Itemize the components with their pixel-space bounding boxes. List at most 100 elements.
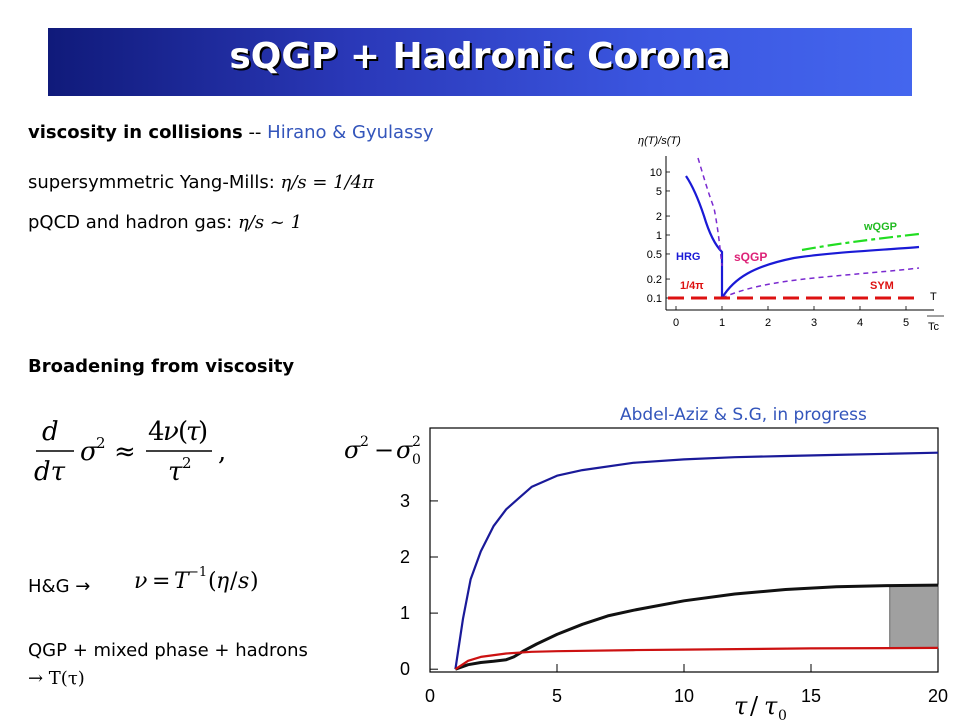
chart-credit: Abdel-Aziz & S.G, in progress <box>620 405 867 425</box>
viscosity-heading: viscosity in collisions <box>28 122 243 143</box>
svg-text:/: / <box>750 692 759 720</box>
svg-text:τ: τ <box>764 692 778 720</box>
chart-series-group <box>454 451 939 671</box>
qgp-label: QGP + mixed phase + hadrons <box>28 640 308 661</box>
svg-text:τ: τ <box>168 457 183 486</box>
inset-quarter-pi-label: 1/4π <box>680 280 704 292</box>
sym-formula: η/s = 1/4π <box>280 172 374 193</box>
pqcd-formula: η/s ~ 1 <box>237 212 303 233</box>
svg-text:): ) <box>198 417 208 447</box>
nu-equation: ν = T −1 (η / s) <box>134 565 259 594</box>
inset-x-tick-label: 5 <box>903 317 909 329</box>
svg-text:≈: ≈ <box>114 437 136 467</box>
inset-x-tick-label: 3 <box>811 317 817 329</box>
x-tick-label: 10 <box>674 686 694 706</box>
svg-text:τ: τ <box>186 417 201 447</box>
inset-y-ticks: 10 5 2 1 0.5 0.2 0.1 <box>647 167 670 305</box>
y-tick-label: 1 <box>400 603 410 623</box>
inset-sqgp-label: sQGP <box>734 250 767 264</box>
svg-text:=: = <box>152 569 170 594</box>
svg-text:s: s <box>238 569 249 594</box>
title-banner: sQGP + Hadronic Corona <box>48 28 912 96</box>
inset-hrg-curve <box>685 175 724 298</box>
slide-title: sQGP + Hadronic Corona <box>229 36 731 77</box>
qgp-arrow: → T(τ) <box>28 668 85 689</box>
viscosity-heading-line: viscosity in collisions -- Hirano & Gyul… <box>28 122 433 143</box>
inset-y-tick-label: 1 <box>656 230 662 242</box>
svg-text:ν: ν <box>163 417 179 447</box>
inset-x-tick-label: 4 <box>857 317 863 329</box>
inset-lower-dashed <box>721 267 920 299</box>
inset-y-tick-label: 10 <box>650 167 662 179</box>
inset-eta-s-figure: η(T)/s(T) 10 5 2 1 0.5 0.2 0.1 0 1 2 3 4 5 T Tc HRG… <box>638 135 944 333</box>
svg-text:,: , <box>218 437 226 467</box>
inset-xlabel-T: T <box>930 291 937 303</box>
inset-wqgp-curve <box>801 232 920 252</box>
svg-text:0: 0 <box>412 452 421 468</box>
inset-x-tick-label: 2 <box>765 317 771 329</box>
authors-link: Hirano & Gyulassy <box>267 122 434 143</box>
inset-sqgp-curve <box>721 245 920 299</box>
svg-text:2: 2 <box>412 434 421 450</box>
y-tick-label: 2 <box>400 547 410 567</box>
pqcd-line: pQCD and hadron gas: η/s ~ 1 <box>28 212 302 233</box>
chart-plot-frame <box>429 427 939 673</box>
svg-text:d: d <box>42 417 59 447</box>
uncertainty-band <box>889 584 939 649</box>
chart-ylabel: σ 2 − σ 2 0 <box>344 434 421 468</box>
svg-text:2: 2 <box>182 454 192 472</box>
inset-y-tick-label: 5 <box>656 186 662 198</box>
x-tick-label: 0 <box>425 686 435 706</box>
svg-text:0: 0 <box>778 708 787 720</box>
chart-y-ticks: 0 1 2 3 <box>400 491 438 679</box>
inset-hrg-dashed <box>697 157 723 267</box>
x-tick-label: 15 <box>801 686 821 706</box>
sym-line: supersymmetric Yang-Mills: η/s = 1/4π <box>28 172 374 193</box>
svg-text:τ: τ <box>734 692 748 720</box>
svg-text:): ) <box>250 569 259 594</box>
svg-text:ν: ν <box>134 569 147 594</box>
svg-text:σ: σ <box>80 437 99 467</box>
inset-y-tick-label: 0.1 <box>647 293 662 305</box>
svg-text:σ: σ <box>344 436 361 464</box>
svg-text:(: ( <box>208 569 217 594</box>
svg-text:/: / <box>230 569 238 594</box>
y-tick-label: 0 <box>400 659 410 679</box>
svg-text:−: − <box>374 436 394 464</box>
inset-sym-label: SYM <box>870 280 894 292</box>
svg-text:dτ: dτ <box>34 457 66 486</box>
series-line-0 <box>454 451 939 670</box>
svg-text:(: ( <box>178 417 188 447</box>
inset-xlabel-Tc: Tc <box>928 321 940 333</box>
hg-label: H&G → <box>28 576 91 597</box>
svg-text:2: 2 <box>360 434 369 450</box>
inset-x-tick-label: 0 <box>673 317 679 329</box>
heading-separator: -- <box>242 122 268 143</box>
temperature-func: → T(τ) <box>28 668 85 689</box>
svg-text:σ: σ <box>396 436 413 464</box>
svg-text:4: 4 <box>148 417 165 447</box>
inset-y-tick-label: 2 <box>656 211 662 223</box>
y-tick-label: 3 <box>400 491 410 511</box>
svg-text:2: 2 <box>96 434 106 452</box>
svg-text:T: T <box>174 569 191 594</box>
svg-text:−1: −1 <box>188 565 207 580</box>
x-tick-label: 20 <box>928 686 948 706</box>
inset-y-tick-label: 0.5 <box>647 249 662 261</box>
chart-x-ticks: 0 5 10 15 20 <box>425 664 948 706</box>
series-line-1 <box>454 583 939 671</box>
inset-x-tick-label: 1 <box>719 317 725 329</box>
inset-x-ticks: 0 1 2 3 4 5 <box>673 306 909 329</box>
chart-xlabel: τ / τ 0 <box>734 692 787 720</box>
inset-wqgp-label: wQGP <box>863 221 897 233</box>
series-line-2 <box>454 646 939 671</box>
inset-hrg-label: HRG <box>676 251 700 263</box>
inset-ylabel: η(T)/s(T) <box>638 135 681 147</box>
x-tick-label: 5 <box>552 686 562 706</box>
inset-y-tick-label: 0.2 <box>647 274 662 286</box>
pqcd-label: pQCD and hadron gas: <box>28 212 233 233</box>
broadening-heading: Broadening from viscosity <box>28 356 295 377</box>
svg-text:η: η <box>216 569 229 594</box>
